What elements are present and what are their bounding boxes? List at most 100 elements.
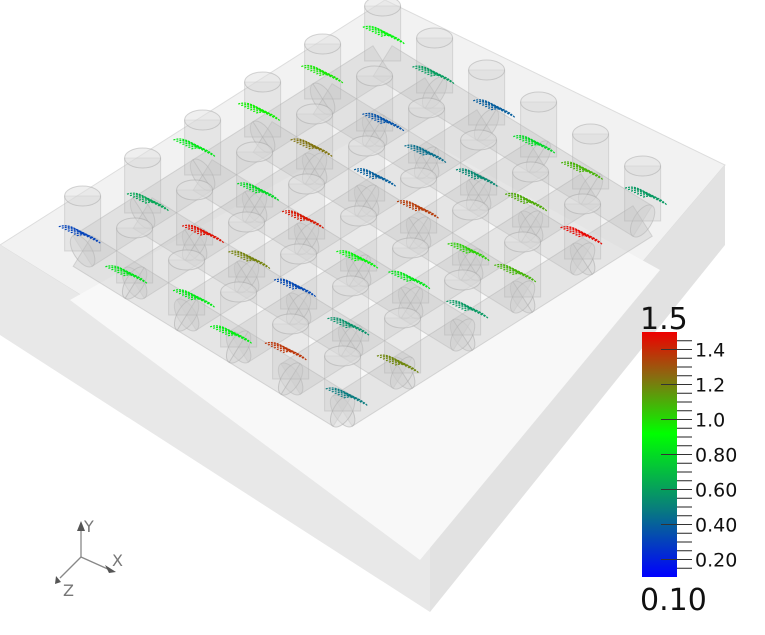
tube-end <box>416 27 454 49</box>
tube-end <box>384 307 422 329</box>
tube-end <box>332 275 370 297</box>
streamline-cluster <box>362 112 405 132</box>
streamline-cluster <box>624 186 668 206</box>
tube-end <box>236 141 274 163</box>
tube-lattice <box>64 0 662 428</box>
tube-end <box>512 161 550 183</box>
streamline-cluster <box>58 225 102 245</box>
streamline-cluster <box>238 102 281 122</box>
tube <box>69 197 153 268</box>
streamline-cluster <box>173 138 216 158</box>
tick-label: 0.40 <box>695 515 737 537</box>
streamline-cluster <box>264 341 308 361</box>
streamline-cluster <box>446 300 489 320</box>
streamline-cluster <box>412 65 455 85</box>
tube-end <box>168 249 206 271</box>
streamline-cluster <box>126 192 170 212</box>
tube <box>280 362 356 428</box>
tube-end <box>364 0 402 17</box>
tube-end <box>296 103 334 125</box>
tube <box>129 159 213 230</box>
tube-end <box>124 147 162 169</box>
tube-end <box>564 193 602 215</box>
tick-label: 1.4 <box>695 340 725 362</box>
range-min-label: 0.10 <box>640 583 707 618</box>
tube <box>189 121 273 192</box>
streamline-cluster <box>560 161 604 181</box>
tube <box>580 172 656 238</box>
streamline-cluster <box>455 168 499 188</box>
streamline-cluster <box>181 224 225 244</box>
tick-label: 0.60 <box>695 480 737 502</box>
scalar-bar-ticks: 1.4 1.2 1.0 0.80 0.60 0.40 0.20 <box>661 340 737 572</box>
tube-end <box>356 65 394 87</box>
tube-end <box>220 281 258 303</box>
tube-end <box>340 205 378 227</box>
streamline-cluster <box>494 263 537 283</box>
tube-end <box>244 71 282 93</box>
tube <box>528 140 604 206</box>
tube-end <box>228 211 266 233</box>
tick-label: 0.80 <box>695 445 737 467</box>
streamline-cluster <box>353 168 397 188</box>
tube-end <box>324 345 362 367</box>
tube-end <box>452 199 490 221</box>
tube-end <box>272 313 310 335</box>
streamline-cluster <box>560 226 603 246</box>
streamline-cluster <box>209 325 253 345</box>
tube-end <box>624 155 662 177</box>
tube-end <box>116 217 154 239</box>
tube-end <box>460 129 498 151</box>
tube-end <box>444 269 482 291</box>
tube-end <box>348 135 386 157</box>
tube <box>72 234 148 300</box>
streamline-cluster <box>376 354 420 374</box>
streamline-cluster <box>105 265 148 285</box>
tube-end <box>64 185 102 207</box>
tube-end <box>288 173 326 195</box>
streamline-cluster <box>472 99 516 119</box>
tube-end <box>304 33 342 55</box>
streamline-cluster <box>301 64 344 84</box>
streamline-cluster <box>404 144 447 164</box>
streamline-cluster <box>172 289 216 309</box>
tube-end <box>520 91 558 113</box>
streamline-cluster <box>281 210 325 230</box>
tube-end <box>176 179 214 201</box>
streamline-cluster <box>325 387 369 407</box>
tick-label: 0.20 <box>695 550 737 572</box>
tube-end <box>400 167 438 189</box>
streamline-cluster <box>513 135 556 155</box>
tick-label: 1.0 <box>695 410 725 432</box>
tube-end <box>184 109 222 131</box>
tube-end <box>468 59 506 81</box>
tube-end <box>392 237 430 259</box>
tube-end <box>572 123 610 145</box>
tube-end <box>504 231 542 253</box>
range-max-label: 1.5 <box>640 302 688 337</box>
streamline-cluster <box>290 138 334 158</box>
streamlines <box>58 25 668 407</box>
streamline-cluster <box>228 250 271 270</box>
streamline-cluster <box>273 278 317 298</box>
streamline-cluster <box>505 192 548 212</box>
streamline-cluster <box>447 242 491 262</box>
streamline-cluster <box>388 270 431 290</box>
box-floor <box>70 120 660 560</box>
tube <box>400 286 476 352</box>
tube-end <box>280 243 318 265</box>
streamline-cluster <box>362 25 406 45</box>
tube <box>520 210 596 276</box>
tube-end <box>408 97 446 119</box>
streamline-cluster <box>396 200 440 220</box>
streamline-cluster <box>336 250 379 270</box>
tube <box>340 324 416 390</box>
tube <box>124 266 200 332</box>
tube <box>460 248 536 314</box>
box-front-face <box>0 245 430 612</box>
tick-label: 1.2 <box>695 375 725 397</box>
streamline-cluster <box>327 317 370 337</box>
